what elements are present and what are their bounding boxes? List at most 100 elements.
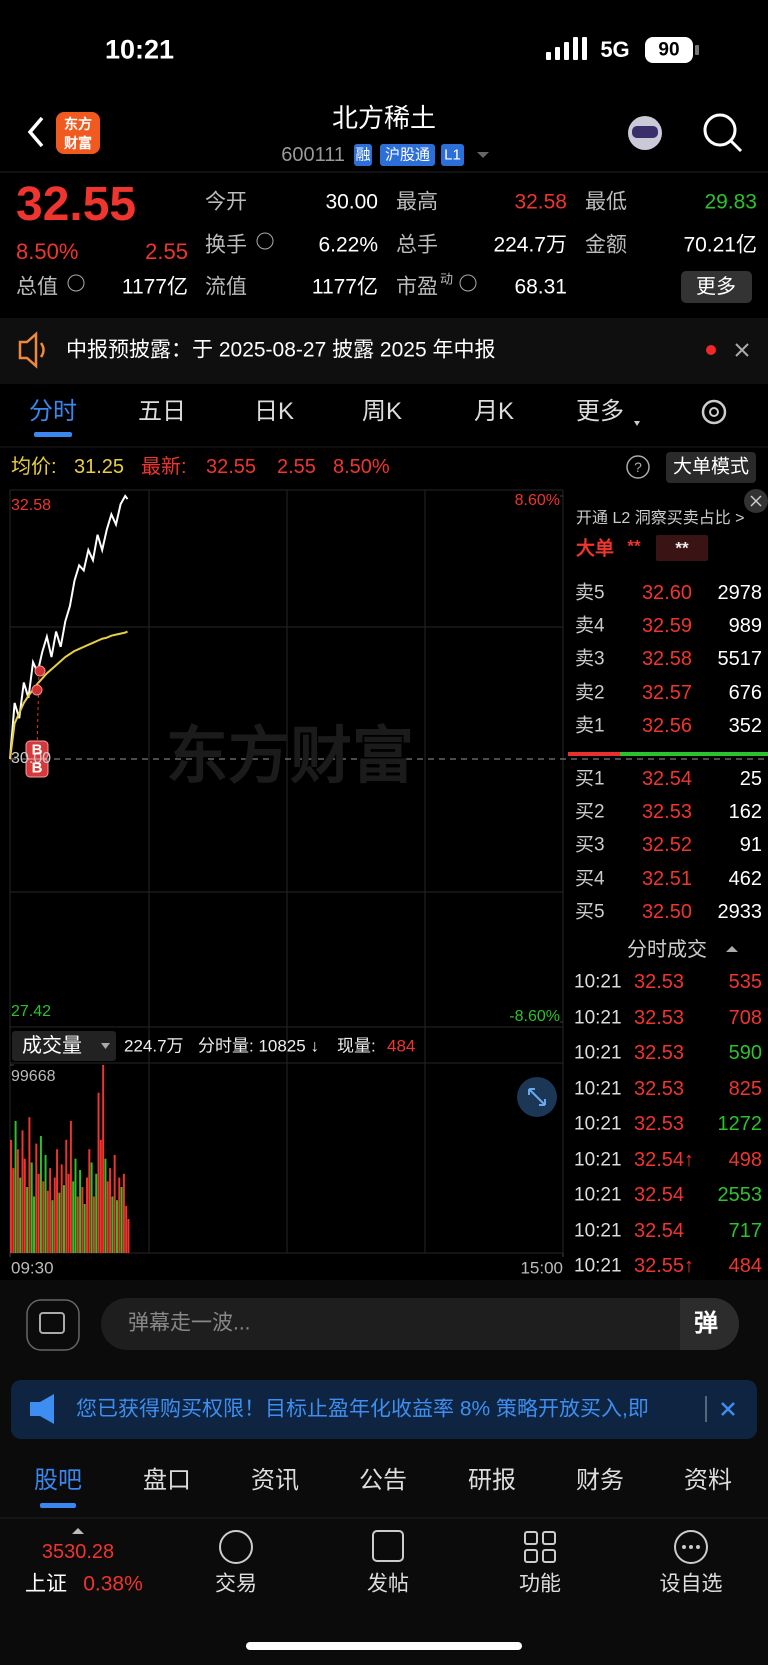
danmu-toggle[interactable] bbox=[26, 1299, 80, 1351]
mode-button[interactable] bbox=[666, 452, 756, 483]
notice-text[interactable]: 中报预披露：于 2025-08-27 披露 2025 年中报 bbox=[66, 338, 496, 362]
content-tab[interactable]: 资料 bbox=[684, 1467, 732, 1494]
trade-icon[interactable] bbox=[219, 1530, 253, 1564]
stat-label: 流值 bbox=[205, 275, 247, 299]
volume-bar bbox=[83, 1203, 86, 1253]
trade-price: 32.53 bbox=[634, 1006, 685, 1029]
change: 2.55 bbox=[145, 239, 188, 264]
trade-time: 10:21 bbox=[574, 971, 622, 993]
level-label: 买5 bbox=[575, 901, 605, 923]
notice-bg bbox=[0, 318, 768, 384]
volume-title[interactable]: 成交量 bbox=[22, 1035, 82, 1057]
comment-input[interactable] bbox=[101, 1298, 739, 1350]
l2-promo[interactable]: 开通 L2 洞察买卖占比 > bbox=[576, 510, 745, 527]
trade-volume: 717 bbox=[728, 1219, 762, 1242]
speaker-icon bbox=[18, 331, 38, 369]
volume-bar bbox=[115, 1200, 118, 1253]
volume-info: 484 bbox=[387, 1036, 416, 1056]
badge: L1 bbox=[444, 146, 461, 164]
help-icon[interactable] bbox=[626, 455, 650, 479]
level-volume: 2933 bbox=[717, 900, 763, 923]
trades-title[interactable]: 分时成交 bbox=[627, 939, 707, 961]
more-button-label[interactable]: 更多 bbox=[696, 276, 736, 298]
info-icon[interactable] bbox=[256, 232, 274, 250]
back-button[interactable] bbox=[27, 116, 44, 148]
chart-tab[interactable]: 日K bbox=[253, 398, 295, 425]
content-tab[interactable]: 公告 bbox=[359, 1467, 407, 1494]
dropdown-arrow[interactable] bbox=[477, 152, 489, 158]
nav-item[interactable]: 发帖 bbox=[367, 1572, 409, 1596]
chart-tab[interactable]: 月K bbox=[473, 398, 515, 425]
banner-bg[interactable] bbox=[11, 1380, 757, 1439]
mode-button-label[interactable]: 大单模式 bbox=[672, 456, 750, 478]
big-order-label: 大单 bbox=[576, 538, 615, 560]
content-tab[interactable]: 财务 bbox=[576, 1467, 624, 1494]
level-label: 买3 bbox=[575, 834, 605, 856]
logo-text: 东方 bbox=[64, 116, 92, 132]
comment-placeholder[interactable]: 弹幕走一波... bbox=[128, 1311, 251, 1335]
close-notice[interactable] bbox=[735, 343, 749, 357]
y-tick-label: 32.58 bbox=[11, 497, 52, 514]
watermark: 东方财富 bbox=[165, 722, 415, 791]
volume-bar bbox=[67, 1173, 70, 1253]
level-volume: 989 bbox=[728, 615, 762, 638]
chart-tab[interactable]: 分时 bbox=[29, 398, 77, 425]
collapse-arrow[interactable] bbox=[726, 946, 738, 952]
more-button[interactable] bbox=[681, 271, 752, 303]
nav-item[interactable]: 功能 bbox=[519, 1572, 561, 1596]
banner-text[interactable]: 您已获得购买权限！目标止盈年化收益率 8% 策略开放买入,即 bbox=[76, 1398, 649, 1420]
content-tab[interactable]: 股吧 bbox=[34, 1467, 82, 1494]
settings-icon[interactable] bbox=[701, 399, 727, 425]
search-icon[interactable] bbox=[703, 113, 737, 147]
y-tick-label: 27.42 bbox=[11, 1003, 52, 1020]
badge-bg bbox=[441, 144, 464, 166]
volume-bar bbox=[21, 1130, 24, 1253]
volume-bar bbox=[106, 1181, 109, 1253]
content-tab[interactable]: 研报 bbox=[468, 1467, 516, 1494]
content-tab[interactable]: 资讯 bbox=[251, 1467, 299, 1494]
content-tab[interactable]: 盘口 bbox=[143, 1467, 191, 1494]
nav-item[interactable]: 交易 bbox=[215, 1572, 257, 1596]
danmu-send[interactable] bbox=[680, 1298, 739, 1350]
megaphone-icon bbox=[30, 1394, 54, 1424]
volume-bar bbox=[23, 1158, 26, 1253]
y2-tick-label: -8.60% bbox=[509, 1008, 560, 1025]
danmu-icon bbox=[39, 1312, 65, 1334]
stat-label: 市盈 bbox=[396, 275, 438, 299]
volume-dropdown[interactable] bbox=[12, 1031, 116, 1061]
y2-tick-label: 8.60% bbox=[514, 492, 560, 509]
close-banner[interactable] bbox=[721, 1402, 735, 1416]
index-name[interactable]: 上证 bbox=[25, 1572, 67, 1596]
nav-item[interactable]: 设自选 bbox=[659, 1572, 723, 1596]
chart-tab[interactable]: 五日 bbox=[138, 398, 186, 425]
clock: 10:21 bbox=[105, 34, 175, 65]
volume-bar bbox=[30, 1162, 33, 1253]
trade-price: 32.54 bbox=[634, 1219, 685, 1242]
trade-time: 10:21 bbox=[574, 1220, 622, 1241]
level-price: 32.58 bbox=[641, 648, 692, 671]
function-icon[interactable] bbox=[524, 1531, 556, 1563]
index-change[interactable]: 0.38% bbox=[83, 1572, 143, 1596]
volume-bar bbox=[42, 1181, 45, 1253]
watchlist-icon[interactable] bbox=[674, 1530, 708, 1564]
danmu-button[interactable]: 弹 bbox=[694, 1310, 718, 1337]
chart-frame bbox=[9, 489, 564, 1254]
trade-volume: 1272 bbox=[717, 1113, 763, 1135]
x-tick-label: 09:30 bbox=[11, 1258, 54, 1278]
volume-bar bbox=[44, 1154, 47, 1253]
volume-bar bbox=[92, 1196, 95, 1253]
post-icon[interactable] bbox=[372, 1530, 404, 1562]
trade-volume: 498 bbox=[728, 1148, 762, 1171]
info-icon[interactable] bbox=[67, 274, 85, 292]
index-value[interactable]: 3530.28 bbox=[41, 1541, 115, 1563]
chart-tab[interactable]: 周K bbox=[361, 398, 403, 425]
volume-info: 224.7万 bbox=[124, 1036, 184, 1056]
info-icon[interactable] bbox=[459, 274, 477, 292]
x-tick-label: 15:00 bbox=[520, 1258, 563, 1278]
trade-time: 10:21 bbox=[574, 1149, 622, 1170]
chart-tab[interactable]: 更多 bbox=[576, 398, 624, 425]
chart-info: 均价: bbox=[11, 456, 57, 478]
ratio-bar-red bbox=[568, 752, 620, 756]
volume-bar bbox=[51, 1200, 54, 1253]
